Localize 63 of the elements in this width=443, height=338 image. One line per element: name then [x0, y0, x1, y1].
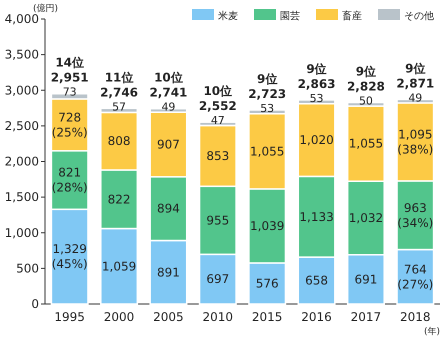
data-label: 821 (28%)	[52, 166, 88, 195]
data-label: 891	[156, 265, 180, 280]
y-tick-label: 4,000	[4, 12, 39, 26]
y-axis-title: (億円)	[33, 3, 58, 14]
y-tick-label: 3,000	[4, 83, 39, 98]
data-label: 1,133	[299, 210, 334, 224]
data-label: 691	[354, 272, 378, 286]
total-label: 10位 2,741	[149, 70, 188, 100]
data-label: 57	[112, 100, 126, 114]
data-label: 955	[206, 213, 230, 228]
legend-label: 米麦	[218, 10, 238, 22]
data-label: 1,055	[348, 136, 384, 151]
y-tick-label: 500	[16, 261, 39, 276]
total-label: 9位 2,723	[248, 72, 286, 101]
y-tick-label: 2,000	[4, 154, 39, 168]
y-tick-label: 1,500	[4, 190, 39, 204]
data-label: 49	[161, 100, 176, 114]
data-label: 1,039	[250, 218, 284, 233]
legend-label: 畜産	[342, 10, 362, 22]
data-label: 907	[156, 138, 180, 152]
data-label: 1,095 (38%)	[397, 127, 434, 156]
data-label: 658	[305, 274, 328, 288]
data-label: 73	[62, 86, 77, 99]
data-label: 53	[310, 92, 324, 105]
y-tick-label: 2,500	[4, 118, 39, 133]
data-label: 1,020	[299, 133, 334, 148]
x-tick-label: 2005	[153, 310, 184, 324]
total-label: 9位 2,863	[298, 62, 336, 91]
x-tick-label: 2016	[301, 310, 332, 324]
data-label: 697	[206, 272, 230, 286]
data-label: 728 (25%)	[52, 110, 88, 140]
data-label: 1,059	[102, 259, 136, 274]
data-label: 853	[206, 148, 230, 163]
x-tick-label: 2015	[252, 310, 282, 324]
data-label: 1,032	[348, 211, 384, 225]
legend-label: その他	[404, 10, 434, 22]
x-axis-title: (年)	[424, 326, 440, 337]
data-label: 894	[156, 202, 180, 216]
data-label: 49	[408, 91, 422, 104]
data-label: 764 (27%)	[397, 262, 434, 292]
data-label: 53	[260, 102, 274, 115]
x-tick-label: 2000	[104, 310, 134, 324]
data-label: 47	[210, 114, 225, 128]
data-label: 50	[358, 94, 373, 108]
data-label: 1,329 (45%)	[52, 242, 88, 272]
x-tick-label: 2018	[400, 310, 431, 324]
total-label: 11位 2,746	[100, 70, 138, 100]
data-label: 1,055	[250, 144, 284, 158]
data-label: 822	[108, 192, 131, 206]
data-label: 963 (34%)	[397, 200, 434, 230]
data-label: 808	[108, 134, 131, 148]
x-tick-label: 1995	[54, 310, 85, 324]
data-label: 576	[256, 276, 279, 290]
legend-label: 園芸	[280, 10, 300, 22]
y-tick-label: 1,000	[4, 226, 39, 240]
x-tick-label: 2017	[350, 310, 382, 324]
total-label: 10位 2,552	[198, 84, 237, 114]
y-tick-label: 0	[31, 297, 39, 311]
total-label: 14位 2,951	[50, 56, 89, 85]
y-tick-label: 3,500	[4, 48, 39, 62]
total-label: 9位 2,871	[396, 61, 434, 90]
x-tick-label: 2010	[202, 310, 234, 324]
total-label: 9位 2,828	[346, 64, 385, 94]
